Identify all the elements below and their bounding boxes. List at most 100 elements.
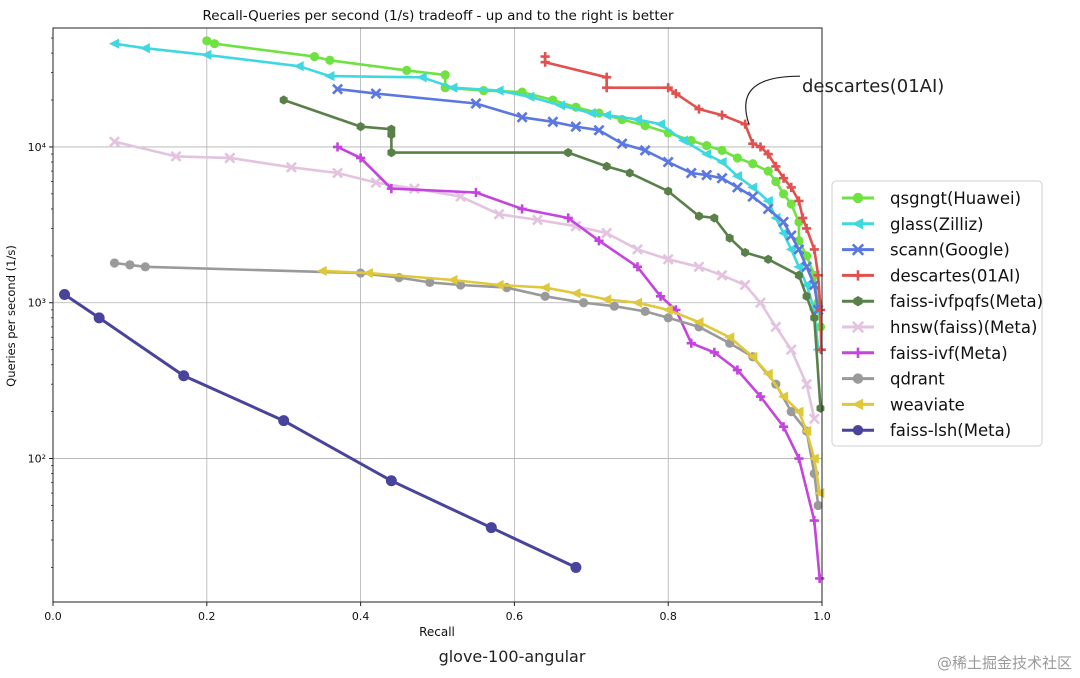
data-point bbox=[671, 88, 681, 99]
data-point bbox=[539, 282, 550, 293]
plot-frame bbox=[52, 27, 823, 603]
data-point bbox=[813, 500, 823, 511]
legend-item: faiss-ivf(Meta) bbox=[842, 344, 1008, 363]
x-tick-label: 0.0 bbox=[44, 610, 62, 623]
data-point bbox=[763, 149, 773, 159]
data-point bbox=[785, 344, 797, 356]
data-point bbox=[813, 270, 823, 280]
data-point bbox=[808, 413, 820, 425]
series-line bbox=[114, 261, 820, 506]
data-point bbox=[770, 212, 781, 224]
data-point bbox=[748, 159, 758, 169]
data-point bbox=[747, 182, 758, 193]
data-point bbox=[601, 110, 612, 121]
data-point bbox=[785, 230, 797, 242]
legend-marker bbox=[852, 270, 864, 281]
data-point bbox=[470, 97, 482, 110]
legend-label: glass(Zilliz) bbox=[890, 215, 984, 234]
legend-label: descartes(01AI) bbox=[890, 266, 1020, 285]
data-point bbox=[93, 312, 105, 324]
legend-label: weaviate bbox=[890, 395, 965, 414]
x-tick-label: 0.4 bbox=[352, 610, 370, 623]
data-point bbox=[709, 347, 719, 358]
y-tick-label: 10² bbox=[28, 453, 46, 466]
data-point bbox=[739, 279, 751, 291]
data-point bbox=[808, 453, 819, 464]
data-point bbox=[662, 253, 674, 265]
data-point bbox=[425, 277, 435, 288]
data-point bbox=[716, 172, 728, 184]
data-point bbox=[810, 313, 819, 323]
series-faiss-lsh(Meta) bbox=[59, 288, 582, 573]
data-point bbox=[387, 130, 396, 140]
legend-frame bbox=[831, 180, 1043, 447]
data-point bbox=[663, 313, 673, 323]
data-point bbox=[601, 227, 613, 239]
series-line bbox=[322, 269, 821, 494]
legend-marker bbox=[853, 296, 863, 307]
data-point bbox=[579, 298, 589, 308]
data-point bbox=[385, 475, 397, 487]
legend-label: hnsw(faiss)(Meta) bbox=[890, 318, 1037, 337]
data-point bbox=[362, 268, 373, 279]
data-point bbox=[125, 260, 135, 270]
data-point bbox=[702, 141, 712, 151]
legend-label: faiss-ivfpqfs(Meta) bbox=[890, 292, 1043, 311]
data-point bbox=[798, 213, 808, 223]
data-point bbox=[662, 304, 673, 315]
data-point bbox=[609, 301, 619, 311]
data-point bbox=[740, 119, 750, 129]
data-point bbox=[717, 145, 727, 156]
series-faiss-ivfpqfs(Meta) bbox=[279, 95, 825, 413]
data-point bbox=[662, 156, 674, 168]
series-line bbox=[543, 56, 823, 350]
data-point bbox=[786, 182, 796, 192]
data-point bbox=[555, 100, 566, 111]
data-point bbox=[324, 71, 335, 82]
data-point bbox=[540, 57, 550, 67]
data-point bbox=[402, 65, 412, 75]
data-point bbox=[632, 262, 643, 272]
data-point bbox=[794, 217, 804, 227]
data-point bbox=[771, 161, 781, 172]
data-point bbox=[416, 72, 427, 83]
data-point bbox=[564, 148, 573, 158]
data-point bbox=[771, 176, 781, 187]
data-point bbox=[710, 213, 719, 223]
data-point bbox=[455, 191, 467, 203]
legend-item: weaviate bbox=[842, 395, 965, 414]
series-line bbox=[283, 98, 822, 409]
data-point bbox=[278, 415, 290, 427]
data-point bbox=[279, 95, 288, 105]
data-point bbox=[664, 186, 673, 196]
series-line bbox=[206, 39, 822, 328]
data-point bbox=[516, 111, 528, 123]
data-point bbox=[370, 88, 382, 100]
data-point bbox=[802, 291, 811, 301]
data-point bbox=[625, 168, 634, 178]
data-point bbox=[493, 208, 505, 220]
data-point bbox=[631, 243, 643, 255]
data-point bbox=[778, 189, 789, 199]
data-point bbox=[809, 515, 819, 526]
data-point bbox=[764, 254, 773, 264]
chart-title: Recall-Queries per second (1/s) tradeoff… bbox=[202, 8, 673, 24]
x-tick-label: 0.6 bbox=[506, 610, 524, 623]
data-point bbox=[602, 72, 612, 82]
x-tick-label: 0.8 bbox=[659, 610, 677, 623]
data-point bbox=[639, 144, 651, 156]
legend-item: descartes(01AI) bbox=[842, 266, 1020, 285]
data-point bbox=[602, 161, 611, 171]
figure-caption: glove-100-angular bbox=[438, 647, 586, 666]
data-point bbox=[616, 138, 628, 150]
data-point bbox=[594, 236, 604, 246]
data-point bbox=[224, 152, 236, 164]
series-glass(Zilliz) bbox=[109, 38, 823, 355]
data-point bbox=[793, 406, 804, 417]
legend-label: qdrant bbox=[890, 370, 945, 389]
data-point bbox=[693, 317, 704, 328]
data-point bbox=[793, 243, 805, 255]
data-point bbox=[531, 214, 543, 226]
data-point bbox=[731, 181, 743, 193]
data-point bbox=[816, 403, 825, 413]
